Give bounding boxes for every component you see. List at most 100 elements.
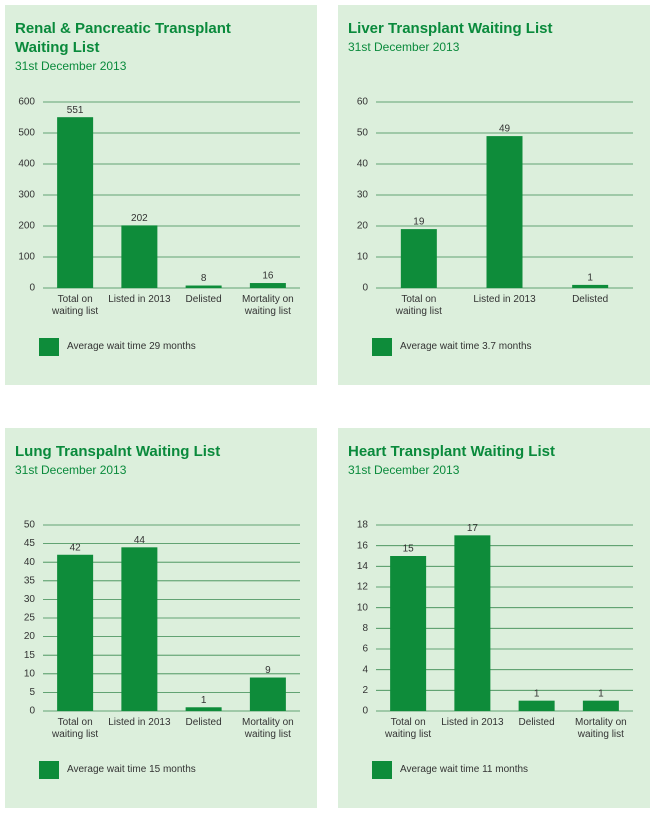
bar (390, 556, 427, 711)
chart-title: Liver Transplant Waiting List (348, 20, 553, 37)
bar (185, 285, 222, 288)
data-label: 551 (67, 105, 84, 116)
x-tick-label: Mortality on waiting list (575, 717, 627, 740)
bar (582, 700, 619, 711)
chart-subtitle: 31st December 2013 (348, 463, 460, 477)
y-tick-label: 5 (29, 687, 35, 698)
data-label: 202 (131, 213, 148, 224)
legend-label: Average wait time 15 months (67, 764, 196, 775)
data-label: 42 (70, 542, 82, 553)
bar (57, 117, 94, 288)
y-tick-label: 100 (18, 252, 35, 263)
y-tick-label: 600 (18, 97, 35, 108)
y-tick-label: 30 (357, 190, 369, 201)
legend-label: Average wait time 29 months (67, 341, 196, 352)
legend-swatch (39, 338, 59, 356)
chart-subtitle: 31st December 2013 (15, 463, 127, 477)
x-tick-label: Mortality on waiting list (242, 294, 294, 317)
chart: 0 5 10 15 20 25 30 35 40 45 50 42 44 1 9 (24, 520, 300, 779)
y-tick-label: 40 (357, 159, 369, 170)
chart-panel: Renal & Pancreatic Transplant Waiting Li… (5, 5, 317, 385)
y-tick-label: 6 (362, 644, 368, 655)
y-tick-label: 200 (18, 221, 35, 232)
y-tick-label: 25 (24, 613, 36, 624)
x-tick-label: Delisted (185, 717, 222, 728)
legend-swatch (39, 761, 59, 779)
y-tick-label: 0 (29, 283, 35, 294)
y-tick-label: 50 (24, 520, 36, 531)
chart-panel: Lung Transpalnt Waiting List 31st Decembe… (5, 428, 317, 808)
y-tick-label: 20 (357, 221, 369, 232)
bar (57, 554, 94, 711)
chart-title: Heart Transplant Waiting List (348, 443, 555, 460)
y-tick-label: 45 (24, 538, 36, 549)
bar (454, 535, 491, 711)
x-tick-label: Listed in 2013 (441, 717, 504, 728)
y-tick-label: 16 (357, 540, 369, 551)
legend-swatch (372, 338, 392, 356)
data-label: 16 (262, 271, 274, 282)
data-label: 8 (201, 273, 207, 284)
x-tick-label: Total on waiting list (385, 717, 432, 740)
chart-panel: Liver Transplant Waiting List 31st Decemb… (338, 5, 650, 385)
y-tick-label: 0 (29, 706, 35, 717)
y-tick-label: 10 (357, 602, 369, 613)
legend-label: Average wait time 11 months (400, 764, 529, 775)
y-tick-label: 15 (24, 650, 36, 661)
data-label: 15 (403, 544, 415, 555)
x-tick-label: Delisted (518, 717, 555, 728)
bar (121, 547, 158, 711)
legend-swatch (372, 761, 392, 779)
y-tick-label: 4 (362, 664, 368, 675)
bar (486, 136, 523, 288)
bar (518, 700, 555, 711)
legend-label: Average wait time 3.7 months (400, 341, 532, 352)
bar (121, 225, 158, 288)
data-label: 9 (265, 665, 271, 676)
y-tick-label: 18 (357, 520, 369, 531)
y-tick-label: 10 (357, 252, 369, 263)
data-label: 17 (467, 523, 479, 534)
chart: 0 2 4 6 8 10 12 14 16 18 15 17 1 1 (357, 520, 633, 779)
x-tick-label: Delisted (185, 294, 222, 305)
x-tick-label: Total on waiting list (395, 294, 442, 317)
y-tick-label: 300 (18, 190, 35, 201)
bar (400, 229, 437, 288)
x-tick-label: Mortality on waiting list (242, 717, 294, 740)
y-tick-label: 400 (18, 159, 35, 170)
chart-title: Lung Transpalnt Waiting List (15, 443, 221, 460)
y-tick-label: 30 (24, 594, 36, 605)
chart-title: Renal & Pancreatic Transplant Waiting Li… (15, 20, 231, 56)
data-label: 1 (534, 688, 540, 699)
data-label: 44 (134, 535, 146, 546)
chart-subtitle: 31st December 2013 (15, 59, 127, 73)
y-tick-label: 2 (362, 685, 368, 696)
data-label: 49 (499, 124, 511, 135)
y-tick-label: 8 (362, 623, 368, 634)
x-tick-label: Listed in 2013 (473, 294, 536, 305)
data-label: 19 (413, 217, 425, 228)
chart-panel: Heart Transplant Waiting List 31st Decemb… (338, 428, 650, 808)
y-tick-label: 0 (362, 706, 368, 717)
y-tick-label: 0 (362, 283, 368, 294)
y-tick-label: 60 (357, 97, 369, 108)
bar (185, 707, 222, 711)
chart-subtitle: 31st December 2013 (348, 40, 460, 54)
data-label: 1 (201, 695, 207, 706)
chart: 0 100 200 300 400 500 600 551 202 8 16 (18, 97, 300, 356)
x-tick-label: Listed in 2013 (108, 717, 171, 728)
y-tick-label: 40 (24, 557, 36, 568)
y-tick-label: 14 (357, 561, 369, 572)
y-tick-label: 35 (24, 575, 36, 586)
y-tick-label: 20 (24, 631, 36, 642)
y-tick-label: 500 (18, 128, 35, 139)
data-label: 1 (598, 688, 604, 699)
data-label: 1 (587, 273, 593, 284)
bar (249, 677, 286, 711)
x-tick-label: Listed in 2013 (108, 294, 171, 305)
y-tick-label: 12 (357, 582, 369, 593)
x-tick-label: Delisted (572, 294, 609, 305)
bar (249, 283, 286, 288)
y-tick-label: 10 (24, 668, 36, 679)
